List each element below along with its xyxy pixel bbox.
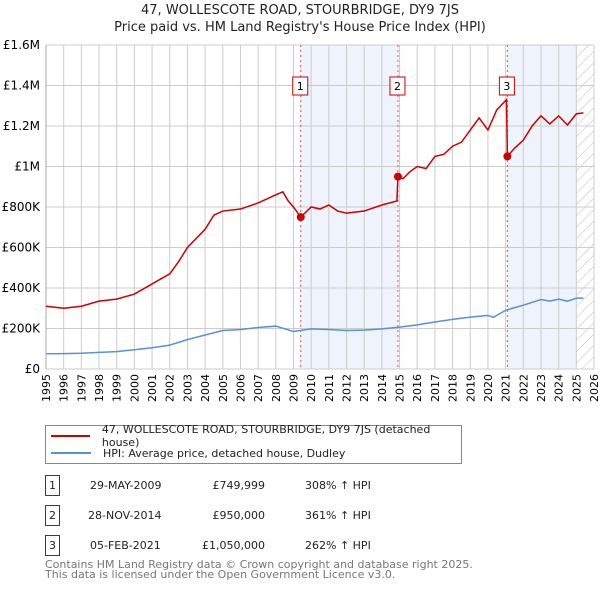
- sale-point: [393, 172, 402, 181]
- sale-price: £1,050,000: [202, 539, 265, 552]
- x-tick-label: 2015: [394, 374, 407, 402]
- sale-marker: 1: [45, 475, 60, 496]
- footer-line-1: Contains HM Land Registry data © Crown c…: [45, 558, 473, 571]
- sale-hpi: 262% ↑ HPI: [305, 539, 371, 552]
- x-tick-label: 2021: [500, 374, 513, 402]
- x-tick-label: 2014: [376, 374, 389, 402]
- sale-hpi: 361% ↑ HPI: [305, 509, 371, 522]
- x-tick-label: 2024: [553, 374, 566, 402]
- chart-subtitle: Price paid vs. HM Land Registry's House …: [114, 20, 486, 35]
- x-tick-label: 2002: [164, 374, 177, 402]
- x-tick-label: 2001: [146, 374, 159, 402]
- y-tick-label: £200K: [2, 322, 42, 336]
- x-tick-label: 1996: [58, 374, 71, 402]
- x-tick-label: 2013: [358, 374, 371, 402]
- sale-point: [503, 152, 512, 161]
- y-tick-label: £1.2M: [3, 119, 40, 133]
- legend-swatch-hpi: [51, 452, 91, 454]
- sale-price: £950,000: [212, 509, 266, 522]
- sale-marker-box: [389, 76, 406, 96]
- footer: Contains HM Land Registry data © Crown c…: [45, 558, 473, 581]
- series-line: [45, 297, 584, 355]
- y-tick-label: £1M: [14, 160, 40, 174]
- x-tick-label: 2000: [128, 374, 141, 402]
- x-tick-label: 2026: [588, 374, 600, 402]
- series-line: [45, 97, 584, 310]
- sale-marker: 3: [45, 535, 60, 556]
- legend: 47, WOLLESCOTE ROAD, STOURBRIDGE, DY9 7J…: [45, 423, 462, 464]
- sale-marker: 2: [45, 505, 60, 526]
- x-tick-label: 2004: [199, 374, 212, 402]
- x-tick-label: 2012: [341, 374, 354, 402]
- y-tick-label: £0: [25, 362, 40, 376]
- sale-marker-label: 1: [297, 80, 304, 93]
- sale-marker-box: [498, 76, 515, 96]
- sale-marker-label: 3: [503, 80, 510, 93]
- x-tick-label: 2019: [464, 374, 477, 402]
- y-tick-label: £1.4M: [3, 79, 40, 93]
- x-tick-label: 1997: [75, 374, 88, 402]
- x-tick-label: 2008: [270, 374, 283, 402]
- x-tick-label: 2005: [217, 374, 230, 402]
- y-tick-label: £400K: [2, 281, 42, 295]
- x-tick-label: 2010: [305, 374, 318, 402]
- x-tick-label: 2016: [411, 374, 424, 402]
- x-tick-label: 2007: [252, 374, 265, 402]
- x-tick-label: 2011: [323, 374, 336, 402]
- x-tick-label: 2018: [447, 374, 460, 402]
- x-tick-label: 2009: [287, 374, 300, 402]
- sale-marker-box: [292, 76, 309, 96]
- plot-area: 1995 1996 1997 1998 1999 2000 2001 2002 2003 2004…: [2, 38, 600, 402]
- sale-hpi: 308% ↑ HPI: [305, 479, 371, 492]
- x-tick-label: 2025: [570, 374, 583, 402]
- chart-title: 47, WOLLESCOTE ROAD, STOURBRIDGE, DY9 7J…: [141, 3, 459, 18]
- sale-date: 05-FEB-2021: [90, 539, 161, 552]
- y-tick-label: £600K: [2, 241, 42, 255]
- x-tick-label: 2022: [517, 374, 530, 402]
- x-tick-label: 2023: [535, 374, 548, 402]
- y-tick-label: £800K: [2, 200, 42, 214]
- x-tick-label: 1998: [93, 374, 106, 402]
- legend-label-property: 47, WOLLESCOTE ROAD, STOURBRIDGE, DY9 7J…: [101, 423, 431, 449]
- sale-date: 28-NOV-2014: [88, 509, 162, 522]
- x-tick-label: 2003: [181, 374, 194, 402]
- x-tick-label: 1999: [111, 374, 124, 402]
- footer-line-2: This data is licensed under the Open Gov…: [45, 568, 396, 581]
- legend-label-hpi: HPI: Average price, detached house, Dudl…: [103, 446, 346, 460]
- x-tick-label: 2017: [429, 374, 442, 402]
- x-tick-label: 2006: [234, 374, 247, 402]
- legend-swatch-property: [51, 435, 90, 437]
- sale-marker-label: 2: [394, 80, 401, 93]
- sale-price: £749,999: [212, 479, 266, 492]
- y-tick-label: £1.6M: [3, 38, 40, 52]
- x-tick-label: 2020: [482, 374, 495, 402]
- sale-date: 29-MAY-2009: [90, 479, 162, 492]
- x-tick-label: 1995: [40, 374, 53, 402]
- sale-point: [296, 213, 305, 222]
